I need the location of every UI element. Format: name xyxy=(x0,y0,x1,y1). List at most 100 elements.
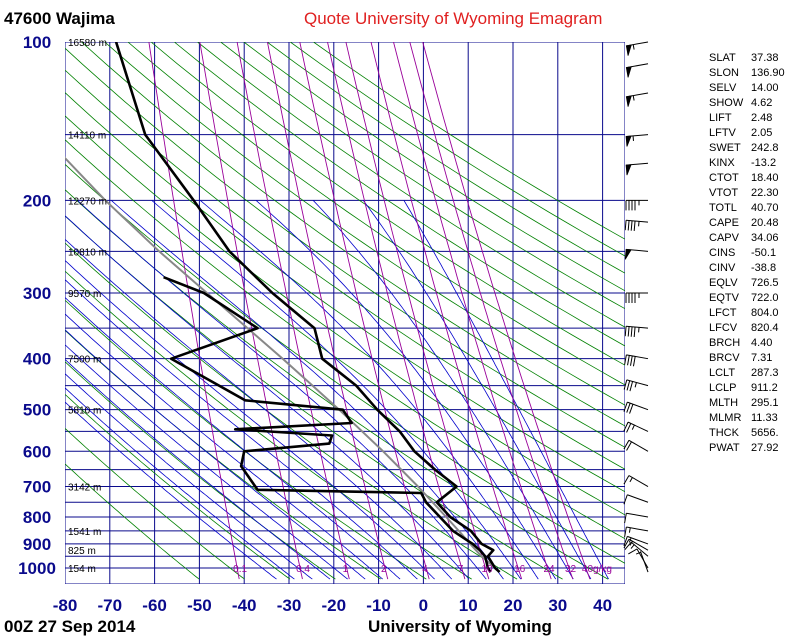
barb-pennant xyxy=(624,248,632,260)
dry-adiabat xyxy=(243,42,625,292)
barb-feather xyxy=(623,494,628,505)
pressure-tick-label: 500 xyxy=(23,401,51,420)
barb-half-feather xyxy=(630,544,635,549)
index-row: CAPE 20.48 xyxy=(709,216,795,231)
moist-adiabat xyxy=(65,279,418,580)
observation-time: 00Z 27 Sep 2014 xyxy=(4,617,136,636)
barb-staff xyxy=(626,512,649,518)
height-label: 14110 m xyxy=(68,131,106,142)
temperature-tick-label: 20 xyxy=(504,596,523,615)
sounding-series xyxy=(65,42,501,574)
index-value: 5656. xyxy=(751,427,779,439)
index-value: 136.90 xyxy=(751,67,785,79)
moist-adiabat xyxy=(65,313,383,580)
dry-adiabat xyxy=(65,139,625,540)
height-label: 5810 m xyxy=(68,406,101,417)
index-value: 20.48 xyxy=(751,217,779,229)
pressure-tick-label: 400 xyxy=(23,350,51,369)
barb-feather xyxy=(623,421,629,432)
temperature-tick-label: -60 xyxy=(142,596,167,615)
pressure-tick-label: 700 xyxy=(23,478,51,497)
barb-feather xyxy=(623,536,628,546)
dry-adiabat xyxy=(150,42,625,366)
index-key: SLAT xyxy=(709,52,736,64)
index-key: LCLT xyxy=(709,367,736,379)
index-row: VTOT 22.30 xyxy=(709,186,795,201)
pressure-tick-label: 100 xyxy=(23,33,51,52)
mixing-ratio-label: 10 xyxy=(481,564,493,575)
dry-adiabat xyxy=(220,42,625,310)
index-key: SELV xyxy=(709,82,737,94)
index-value: 34.06 xyxy=(751,232,779,244)
index-value: 911.2 xyxy=(751,382,778,394)
barb-staff xyxy=(627,494,649,503)
moist-adiabat xyxy=(312,200,574,580)
wind-barb xyxy=(625,41,649,56)
index-row: LFCT 804.0 xyxy=(709,306,795,321)
barb-staff xyxy=(627,535,649,545)
dry-adiabat xyxy=(266,42,625,274)
index-key: LFTV xyxy=(709,127,736,139)
index-key: MLMR xyxy=(709,412,742,424)
index-value: 4.62 xyxy=(751,97,773,109)
index-key: VTOT xyxy=(709,187,739,199)
index-value: -38.8 xyxy=(751,262,777,274)
index-value: 22.30 xyxy=(751,187,779,199)
pressure-tick-label: 800 xyxy=(23,508,51,527)
index-row: LFCV 820.4 xyxy=(709,321,795,336)
temperature-tick-label: 30 xyxy=(548,596,567,615)
barb-feather xyxy=(623,440,630,450)
barb-half-feather xyxy=(629,540,633,546)
barb-staff xyxy=(628,475,649,487)
index-row: LIFT 2.48 xyxy=(709,111,795,126)
dry-adiabat xyxy=(65,47,625,448)
index-value: 722.0 xyxy=(751,292,779,304)
barb-pennant xyxy=(625,95,632,107)
mixing-ratio-line xyxy=(345,42,490,580)
dry-adiabat xyxy=(65,69,625,470)
wind-barb xyxy=(624,219,649,231)
dewpoint-line xyxy=(163,275,492,573)
moist-adiabat xyxy=(65,358,331,580)
index-value: -50.1 xyxy=(751,247,777,259)
dry-adiabat xyxy=(65,299,427,580)
barb-feather xyxy=(629,404,634,414)
index-value: 242.8 xyxy=(751,142,779,154)
index-value: 11.33 xyxy=(751,412,778,424)
temperature-tick-label: 40 xyxy=(593,596,612,615)
barb-staff xyxy=(626,325,649,329)
dry-adiabat xyxy=(104,42,625,406)
index-row: EQTV 722.0 xyxy=(709,291,795,306)
index-key: EQTV xyxy=(709,292,739,304)
mixing-ratio-line xyxy=(199,42,303,580)
barb-feather xyxy=(624,541,632,551)
barb-half-feather xyxy=(634,382,637,388)
barb-feather xyxy=(624,220,627,231)
dry-adiabat xyxy=(65,270,472,580)
dry-adiabat xyxy=(65,361,336,580)
mixing-ratio-label: 32 xyxy=(565,564,577,575)
wind-barb xyxy=(625,134,649,147)
dry-adiabat xyxy=(197,42,625,328)
mixing-ratio-line xyxy=(148,42,240,580)
barb-feather xyxy=(623,379,628,390)
barb-feather xyxy=(633,327,636,338)
index-key: SLON xyxy=(709,67,739,79)
barb-half-feather xyxy=(632,44,635,50)
temperature-tick-label: 10 xyxy=(459,596,478,615)
pressure-tick-label: 300 xyxy=(23,284,51,303)
index-row: THCK 5656. xyxy=(709,426,795,441)
wind-barb xyxy=(624,512,649,524)
index-row: SLON 136.90 xyxy=(709,66,795,81)
index-key: EQLV xyxy=(709,277,738,289)
barb-staff xyxy=(636,548,649,569)
moist-adiabat xyxy=(65,296,401,580)
index-value: 2.05 xyxy=(751,127,773,139)
barb-feather xyxy=(626,380,631,391)
index-key: TOTL xyxy=(709,202,737,214)
index-row: LCLP 911.2 xyxy=(709,381,795,396)
mixing-ratio-line xyxy=(409,42,574,580)
height-label: 825 m xyxy=(68,546,96,557)
moist-adiabat xyxy=(65,387,295,580)
height-label: 12270 m xyxy=(68,196,107,207)
